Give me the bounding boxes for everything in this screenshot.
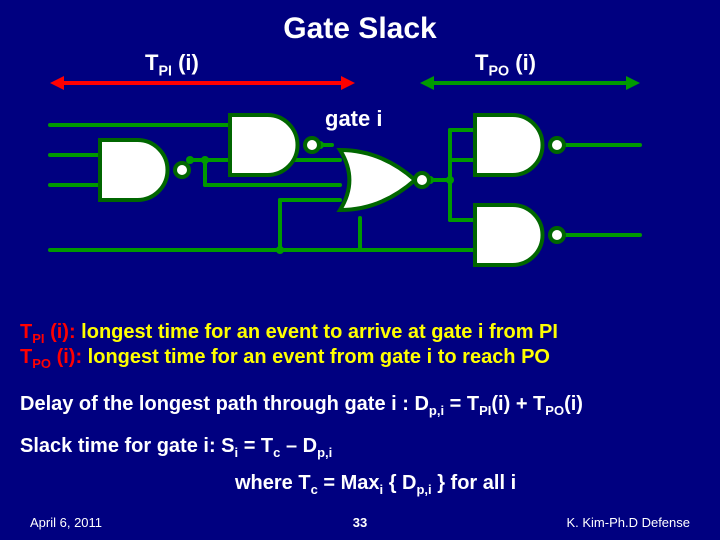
slack-formula: Slack time for gate i: Si = Tc – Dp,i	[20, 434, 700, 461]
circuit-diagram: TPI (i) TPO (i) gate i	[0, 50, 720, 310]
tpo-arrow-label: TPO (i)	[475, 50, 536, 79]
footer-date: April 6, 2011	[30, 515, 102, 530]
circuit-svg	[0, 50, 720, 310]
definition-tpi: TPI (i): longest time for an event to ar…	[20, 320, 700, 347]
definition-tpo: TPO (i): longest time for an event from …	[20, 345, 700, 372]
where-formula: where Tc = Maxi { Dp,i } for all i	[235, 472, 700, 497]
footer-author: K. Kim-Ph.D Defense	[566, 515, 690, 530]
footer-pagenum: 33	[353, 515, 367, 530]
tpi-arrow-label: TPI (i)	[145, 50, 199, 79]
slide-title: Gate Slack	[0, 0, 720, 46]
gate-i-label: gate i	[325, 106, 382, 132]
delay-formula: Delay of the longest path through gate i…	[20, 392, 700, 419]
